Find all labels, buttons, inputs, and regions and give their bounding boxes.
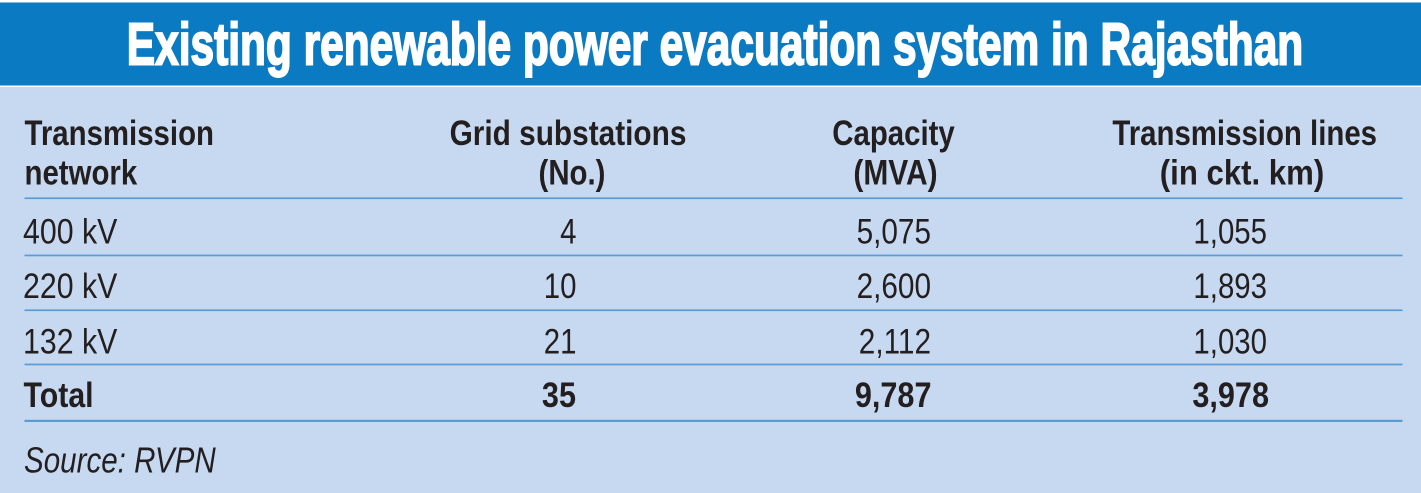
svg-text:10: 10 bbox=[544, 267, 577, 306]
svg-text:1,055: 1,055 bbox=[1193, 212, 1267, 251]
svg-text:21: 21 bbox=[544, 322, 577, 361]
svg-text:Total: Total bbox=[24, 375, 94, 415]
svg-text:Grid substations: Grid substations bbox=[450, 114, 687, 153]
svg-text:(in ckt. km): (in ckt. km) bbox=[1160, 154, 1324, 193]
svg-text:132 kV: 132 kV bbox=[23, 321, 117, 361]
svg-text:Existing renewable power evacu: Existing renewable power evacuation syst… bbox=[127, 11, 1303, 78]
svg-text:3,978: 3,978 bbox=[1192, 375, 1269, 414]
svg-text:Source: RVPN: Source: RVPN bbox=[24, 440, 216, 480]
svg-text:(MVA): (MVA) bbox=[853, 154, 937, 193]
svg-text:1,030: 1,030 bbox=[1193, 322, 1267, 361]
svg-text:Capacity: Capacity bbox=[832, 113, 955, 152]
svg-text:(No.): (No.) bbox=[539, 153, 606, 192]
svg-text:9,787: 9,787 bbox=[855, 375, 932, 414]
svg-text:1,893: 1,893 bbox=[1193, 267, 1267, 306]
svg-text:network: network bbox=[25, 153, 138, 192]
svg-text:220 kV: 220 kV bbox=[23, 266, 117, 306]
svg-text:5,075: 5,075 bbox=[857, 212, 931, 251]
svg-text:Transmission: Transmission bbox=[25, 113, 214, 152]
svg-text:2,112: 2,112 bbox=[859, 322, 931, 361]
svg-text:Transmission lines: Transmission lines bbox=[1112, 113, 1377, 152]
svg-text:2,600: 2,600 bbox=[857, 267, 931, 306]
svg-text:35: 35 bbox=[542, 375, 576, 414]
svg-text:400 kV: 400 kV bbox=[23, 211, 117, 251]
svg-text:4: 4 bbox=[560, 212, 576, 251]
